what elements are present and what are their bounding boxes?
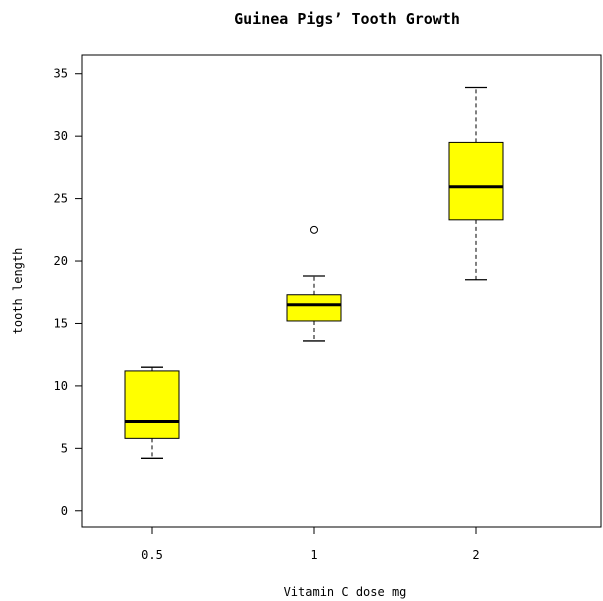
y-tick-label: 25 <box>54 192 68 206</box>
y-tick-label: 0 <box>61 504 68 518</box>
y-tick-label: 10 <box>54 379 68 393</box>
y-tick-label: 30 <box>54 129 68 143</box>
y-tick-label: 20 <box>54 254 68 268</box>
box-group-1 <box>286 225 342 342</box>
x-tick-label: 2 <box>472 548 479 562</box>
box-iqr <box>124 370 180 439</box>
y-axis: 0 5 10 15 20 25 30 35 <box>54 67 82 518</box>
x-axis: 0.5 1 2 <box>141 527 480 562</box>
x-tick-label: 1 <box>310 548 317 562</box>
box-group-0.5 <box>124 366 180 459</box>
y-tick-label: 5 <box>61 441 68 455</box>
box-iqr <box>448 141 504 221</box>
box-group-2 <box>448 86 504 281</box>
box-iqr <box>286 294 342 322</box>
y-tick-label: 15 <box>54 316 68 330</box>
outlier-point <box>310 225 318 234</box>
boxes <box>124 86 504 459</box>
x-tick-label: 0.5 <box>141 548 163 562</box>
y-axis-label: tooth length <box>11 248 25 335</box>
plot-frame <box>81 54 602 528</box>
y-tick-label: 35 <box>54 67 68 81</box>
x-axis-label: Vitamin C dose mg <box>284 585 407 599</box>
chart-title: Guinea Pigs’ Tooth Growth <box>234 10 460 28</box>
